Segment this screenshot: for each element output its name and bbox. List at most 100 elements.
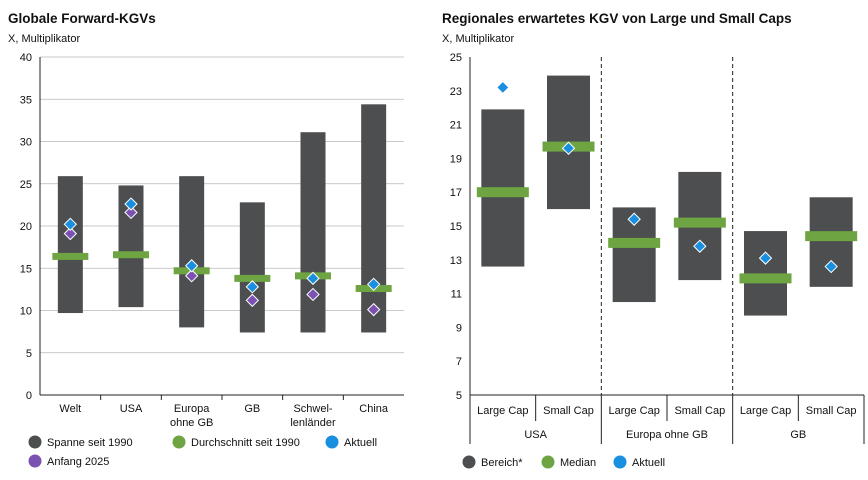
left-current-marker (184, 259, 199, 273)
right-y-tick-label: 23 (450, 86, 462, 98)
left-start-2025-marker (124, 205, 138, 220)
right-legend-swatch (462, 455, 476, 469)
left-y-tick-label: 5 (26, 348, 32, 360)
left-y-tick-label: 30 (20, 137, 32, 149)
left-average-mark (234, 274, 271, 282)
right-legend-label: Median (560, 457, 596, 469)
right-y-tick-labels: 5 7 9 11 13 15 17 19 21 23 25 (450, 52, 462, 402)
left-range-bar (57, 176, 83, 314)
right-category-label: Large Cap (477, 405, 528, 417)
right-x-axis: Large Cap Small Cap Large Cap Small Cap Larg… (469, 57, 865, 444)
right-y-tick-label: 19 (450, 153, 462, 165)
left-legend-swatch (325, 435, 339, 449)
right-median-mark (805, 231, 858, 242)
right-group-label: Europa ohne GB (626, 429, 708, 441)
left-y-tick-label: 15 (20, 263, 32, 275)
left-legend-swatch (28, 454, 42, 468)
right-current-marker (627, 212, 641, 226)
right-y-tick-label: 7 (456, 356, 462, 368)
right-y-tick-label: 17 (450, 187, 462, 199)
left-gridlines (40, 56, 404, 354)
right-current-marker (496, 80, 510, 95)
right-category-label: Small Cap (806, 405, 857, 417)
right-group-label: USA (524, 429, 547, 441)
right-category-label: Large Cap (740, 405, 791, 417)
right-median-mark (673, 217, 726, 228)
right-y-tick-label: 15 (450, 221, 462, 233)
left-y-tick-label: 20 (20, 221, 32, 233)
left-average-mark (113, 251, 149, 259)
left-average-mark (52, 252, 89, 260)
left-legend-label: Aktuell (344, 437, 377, 449)
right-group-label: GB (790, 429, 806, 441)
left-legend-label: Durchschnitt seit 1990 (191, 437, 300, 449)
left-range-bar (361, 104, 387, 333)
left-current-marker (366, 277, 381, 292)
right-current-marker (758, 251, 773, 265)
right-y-tick-label: 5 (456, 390, 462, 402)
left-current-marker (245, 280, 260, 294)
left-chart-subtitle: X, Multiplikator (8, 33, 80, 45)
left-y-tick-label: 40 (20, 52, 32, 64)
left-start-2025-marker (366, 302, 381, 317)
right-current-marker (561, 141, 576, 155)
right-chart-marks (476, 75, 858, 316)
left-start-2025-marker (306, 287, 320, 302)
right-median-mark (739, 273, 792, 284)
left-y-tick-label: 25 (20, 179, 32, 191)
left-category-label: China (359, 403, 389, 415)
right-median-mark (608, 237, 661, 248)
right-legend-label: Aktuell (632, 457, 665, 469)
right-current-marker (693, 239, 707, 253)
left-y-tick-label: 10 (20, 306, 32, 318)
right-chart: Regionales erwartetes KGV von Large und … (442, 11, 865, 469)
left-range-bar (239, 202, 265, 333)
left-category-label: USA (120, 403, 143, 415)
left-y-tick-label: 35 (20, 94, 32, 106)
right-range-bar (809, 197, 853, 287)
left-category-label: Schwel- (293, 403, 332, 415)
right-category-label: Small Cap (674, 405, 725, 417)
left-category-label: lenländer (290, 417, 336, 429)
right-chart-title: Regionales erwartetes KGV von Large und … (442, 11, 792, 26)
left-legend-label: Spanne seit 1990 (47, 437, 133, 449)
left-legend: Spanne seit 1990 Durchschnitt seit 1990 Ak… (28, 435, 377, 468)
left-current-marker (124, 197, 138, 211)
right-y-tick-label: 13 (450, 255, 462, 267)
left-chart-title: Globale Forward-KGVs (8, 11, 156, 26)
right-y-tick-label: 21 (450, 120, 462, 132)
right-category-label: Large Cap (608, 405, 659, 417)
left-y-tick-labels: 0 5 10 15 20 25 30 35 40 (20, 52, 32, 402)
left-x-axis: Welt USA Europa ohne GB GB Schwel-lenländer Ch… (39, 57, 404, 429)
left-legend-label: Anfang 2025 (47, 456, 109, 468)
left-category-label: GB (244, 403, 260, 415)
left-start-2025-marker (63, 226, 78, 241)
right-legend: Bereich* Median Aktuell (462, 455, 665, 469)
left-current-marker (306, 271, 320, 286)
left-start-2025-marker (184, 269, 199, 283)
left-legend-swatch (28, 435, 42, 449)
left-current-marker (63, 217, 78, 232)
right-median-mark (476, 187, 529, 198)
right-range-bar (744, 231, 787, 316)
right-legend-swatch (613, 455, 627, 469)
right-current-marker (824, 259, 838, 274)
left-category-label: Europa (174, 403, 210, 415)
right-chart-subtitle: X, Multiplikator (442, 33, 514, 45)
right-legend-label: Bereich* (481, 457, 523, 469)
left-start-2025-marker (245, 293, 260, 308)
left-legend-swatch (172, 435, 186, 449)
left-category-label: ohne GB (170, 417, 213, 429)
left-category-label: Welt (59, 403, 81, 415)
left-range-bar (179, 176, 205, 328)
left-range-bar (300, 132, 326, 333)
left-chart: Globale Forward-KGVs X, Multiplikator 0 5… (8, 11, 404, 468)
right-legend-swatch (541, 455, 555, 469)
left-chart-marks (52, 104, 392, 333)
right-y-tick-label: 9 (456, 322, 462, 334)
right-y-tick-label: 11 (451, 289, 462, 301)
right-y-tick-label: 25 (450, 52, 462, 64)
left-y-tick-label: 0 (26, 390, 32, 402)
right-category-label: Small Cap (543, 405, 594, 417)
